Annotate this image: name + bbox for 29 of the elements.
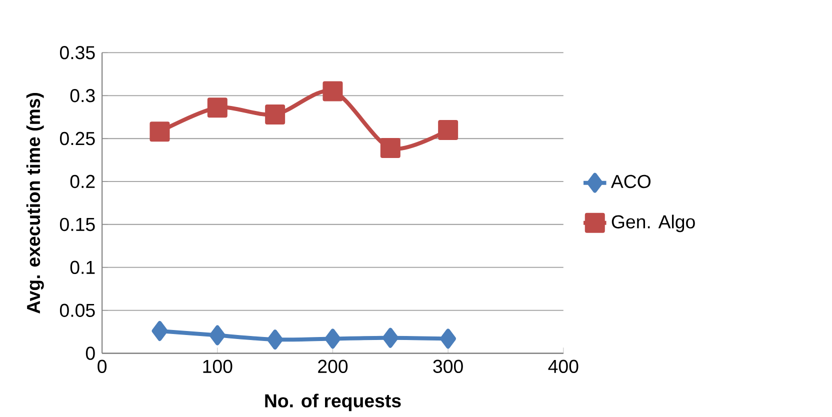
x-tick-label: 300: [433, 360, 463, 373]
x-tick-label: 0: [98, 360, 107, 373]
y-tick-label: 0.1: [70, 260, 95, 274]
x-axis-title: No. of requests: [265, 394, 401, 411]
y-tick-label: 0.35: [60, 46, 95, 60]
y-tick-label: 0.05: [60, 304, 95, 317]
y-tick-label: 0.2: [70, 174, 95, 188]
point: [209, 325, 226, 346]
point: [380, 138, 400, 158]
y-axis-title: Avg. execution time (ms): [26, 92, 44, 314]
legend-label: Gen. Algo: [612, 214, 695, 232]
point: [440, 328, 456, 349]
y-tick-label: 0.15: [60, 218, 95, 231]
point: [207, 97, 228, 118]
point: [382, 328, 398, 348]
x-tick-label: 400: [548, 360, 578, 373]
y-tick-label: 0.25: [60, 132, 95, 145]
point: [150, 122, 170, 142]
y-tick-label: 0.3: [70, 88, 95, 102]
x-tick-label: 100: [203, 360, 232, 373]
point: [324, 328, 341, 349]
point: [267, 329, 284, 350]
legend-label: ACO: [610, 174, 650, 188]
x-tick-label: 200: [318, 360, 348, 373]
point: [152, 320, 168, 341]
point: [438, 120, 458, 140]
y-tick-label: 0: [86, 346, 95, 360]
point: [265, 104, 286, 124]
point: [322, 81, 343, 102]
